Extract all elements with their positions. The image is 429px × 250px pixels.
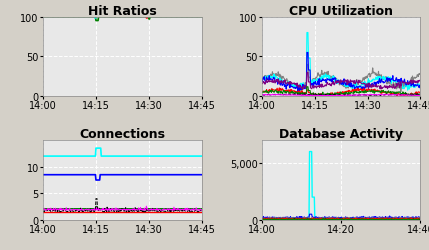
Title: Database Activity: Database Activity: [279, 128, 403, 140]
Title: CPU Utilization: CPU Utilization: [289, 4, 393, 18]
Title: Connections: Connections: [79, 128, 165, 140]
Title: Hit Ratios: Hit Ratios: [88, 4, 157, 18]
